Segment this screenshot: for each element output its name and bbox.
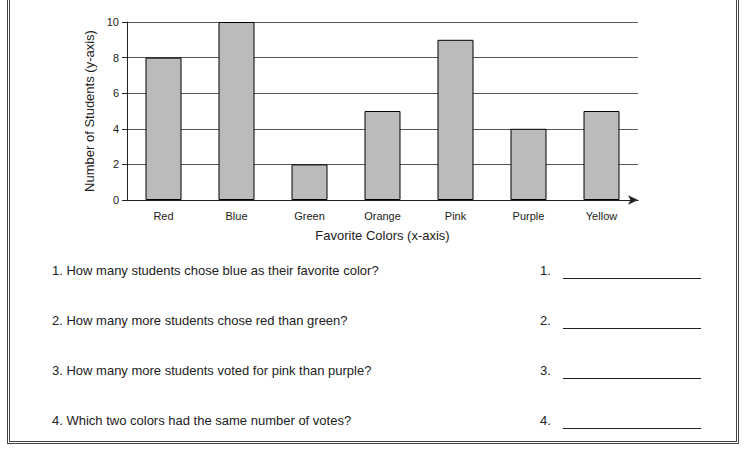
html-text:2. How many more students chos: 2. How many more students chose red than… (52, 313, 348, 328)
html-text:3.: 3. (540, 363, 551, 378)
html-text:4.: 4. (540, 413, 551, 428)
html-text:2.: 2. (540, 313, 551, 328)
html-text:3. How many more students vote: 3. How many more students voted for pink… (52, 363, 372, 378)
svg-text:Number of Students (y-axis): Number of Students (y-axis) (82, 30, 97, 192)
svg-text:8: 8 (113, 52, 119, 64)
svg-text:Pink: Pink (445, 210, 467, 222)
html-text:1.: 1. (540, 263, 551, 278)
svg-text:Favorite Colors (x-axis): Favorite Colors (x-axis) (315, 228, 449, 243)
svg-text:2: 2 (113, 158, 119, 170)
html-text:1. How many students chose blu: 1. How many students chose blue as their… (52, 263, 379, 278)
svg-text:4: 4 (113, 123, 119, 135)
svg-text:Green: Green (294, 210, 325, 222)
svg-text:10: 10 (107, 16, 119, 28)
svg-text:Purple: Purple (513, 210, 545, 222)
svg-text:Yellow: Yellow (586, 210, 617, 222)
svg-text:0: 0 (113, 194, 119, 206)
svg-text:Orange: Orange (364, 210, 401, 222)
svg-text:Blue: Blue (225, 210, 247, 222)
svg-text:6: 6 (113, 87, 119, 99)
html-text:4. Which two colors had the sa: 4. Which two colors had the same number … (52, 413, 352, 428)
svg-text:Red: Red (153, 210, 173, 222)
